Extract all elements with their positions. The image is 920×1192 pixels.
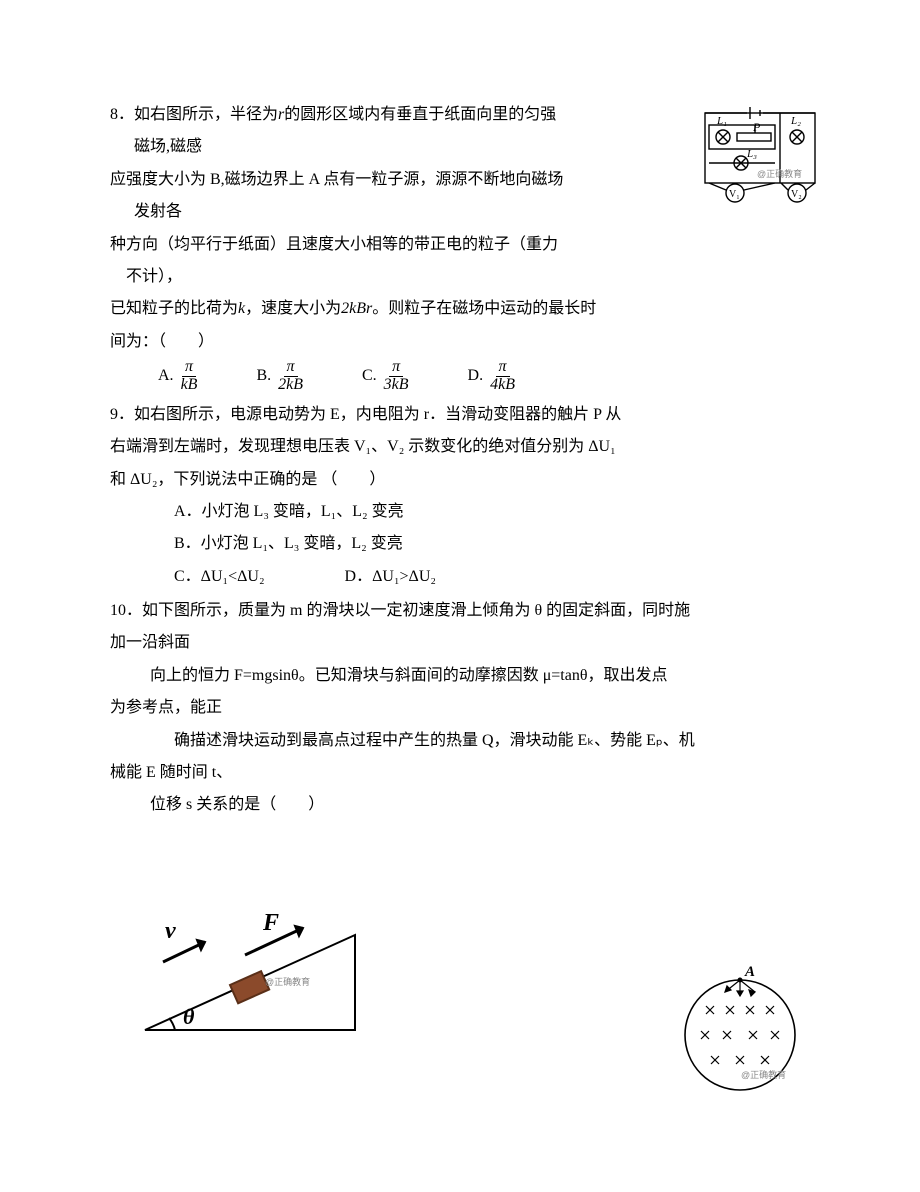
q8-options: A. πkB B. π2kB C. π3kB D. π4kB — [110, 359, 810, 394]
q9-choice-cd: C．ΔU₁<ΔU₂D．ΔU₁>ΔU₂ — [110, 562, 810, 592]
q9-choice-b: B．小灯泡 L₁、L₃ 变暗，L₂ 变亮 — [110, 529, 810, 559]
watermark-text: @正确教育 — [741, 1069, 786, 1080]
q10-line3: 向上的恒力 F=mgsinθ。已知滑块与斜面间的动摩擦因数 μ=tanθ，取出发… — [110, 661, 810, 691]
q9-choice-a: A．小灯泡 L₃ 变暗，L₁、L₂ 变亮 — [110, 497, 810, 527]
q9-line1: 9．如右图所示，电源电动势为 E，内电阻为 r．当滑动变阻器的触片 P 从 — [110, 400, 810, 430]
theta-label: θ — [183, 1004, 195, 1029]
q8-opt-a: A. πkB — [158, 359, 200, 394]
q10-line6: 械能 E 随时间 t、 — [110, 758, 810, 788]
q10-line7: 位移 s 关系的是（ ） — [110, 790, 810, 820]
watermark-text: @正确教育 — [757, 168, 802, 179]
q8-opt-c: C. π3kB — [362, 359, 412, 394]
q8-line8: 间为：（ ） — [110, 327, 810, 357]
circuit-diagram: P L₁ L₃ L₂ V₁ V₂ @正确教育 — [695, 105, 825, 205]
q10-line5: 确描述滑块运动到最高点过程中产生的热量 Q，滑块动能 Eₖ、势能 Eₚ、机 — [110, 726, 810, 756]
svg-text:L₂: L₂ — [790, 115, 801, 127]
svg-text:V₁: V₁ — [729, 189, 740, 200]
q8-line5: 种方向（均平行于纸面）且速度大小相等的带正电的粒子（重力 — [110, 230, 810, 260]
svg-text:P: P — [752, 120, 761, 134]
incline-diagram: v F θ @正确教育 — [135, 900, 365, 1040]
q8-line7: 已知粒子的比荷为k，速度大小为2kBr。则粒子在磁场中运动的最长时 — [110, 294, 810, 324]
q10-line2: 加一沿斜面 — [110, 628, 810, 658]
v-label: v — [165, 918, 176, 944]
svg-text:L₃: L₃ — [746, 148, 757, 160]
a-label: A — [744, 964, 755, 980]
q10-line4: 为参考点，能正 — [110, 693, 810, 723]
q9-line2: 右端滑到左端时，发现理想电压表 V₁、V₂ 示数变化的绝对值分别为 ΔU₁ — [110, 432, 810, 462]
q8-opt-b: B. π2kB — [256, 359, 306, 394]
svg-text:V₂: V₂ — [791, 189, 802, 200]
q8-opt-d: D. π4kB — [468, 359, 518, 394]
q10-line1: 10．如下图所示，质量为 m 的滑块以一定初速度滑上倾角为 θ 的固定斜面，同时… — [110, 596, 810, 626]
field-circle-diagram: A @正确教育 — [675, 960, 805, 1100]
f-label: F — [262, 910, 279, 936]
svg-text:L₁: L₁ — [716, 115, 727, 127]
q9-line3: 和 ΔU₂，下列说法中正确的是 （ ） — [110, 465, 810, 495]
q8-line6: 不计）， — [110, 262, 810, 292]
watermark-text: @正确教育 — [265, 976, 310, 987]
